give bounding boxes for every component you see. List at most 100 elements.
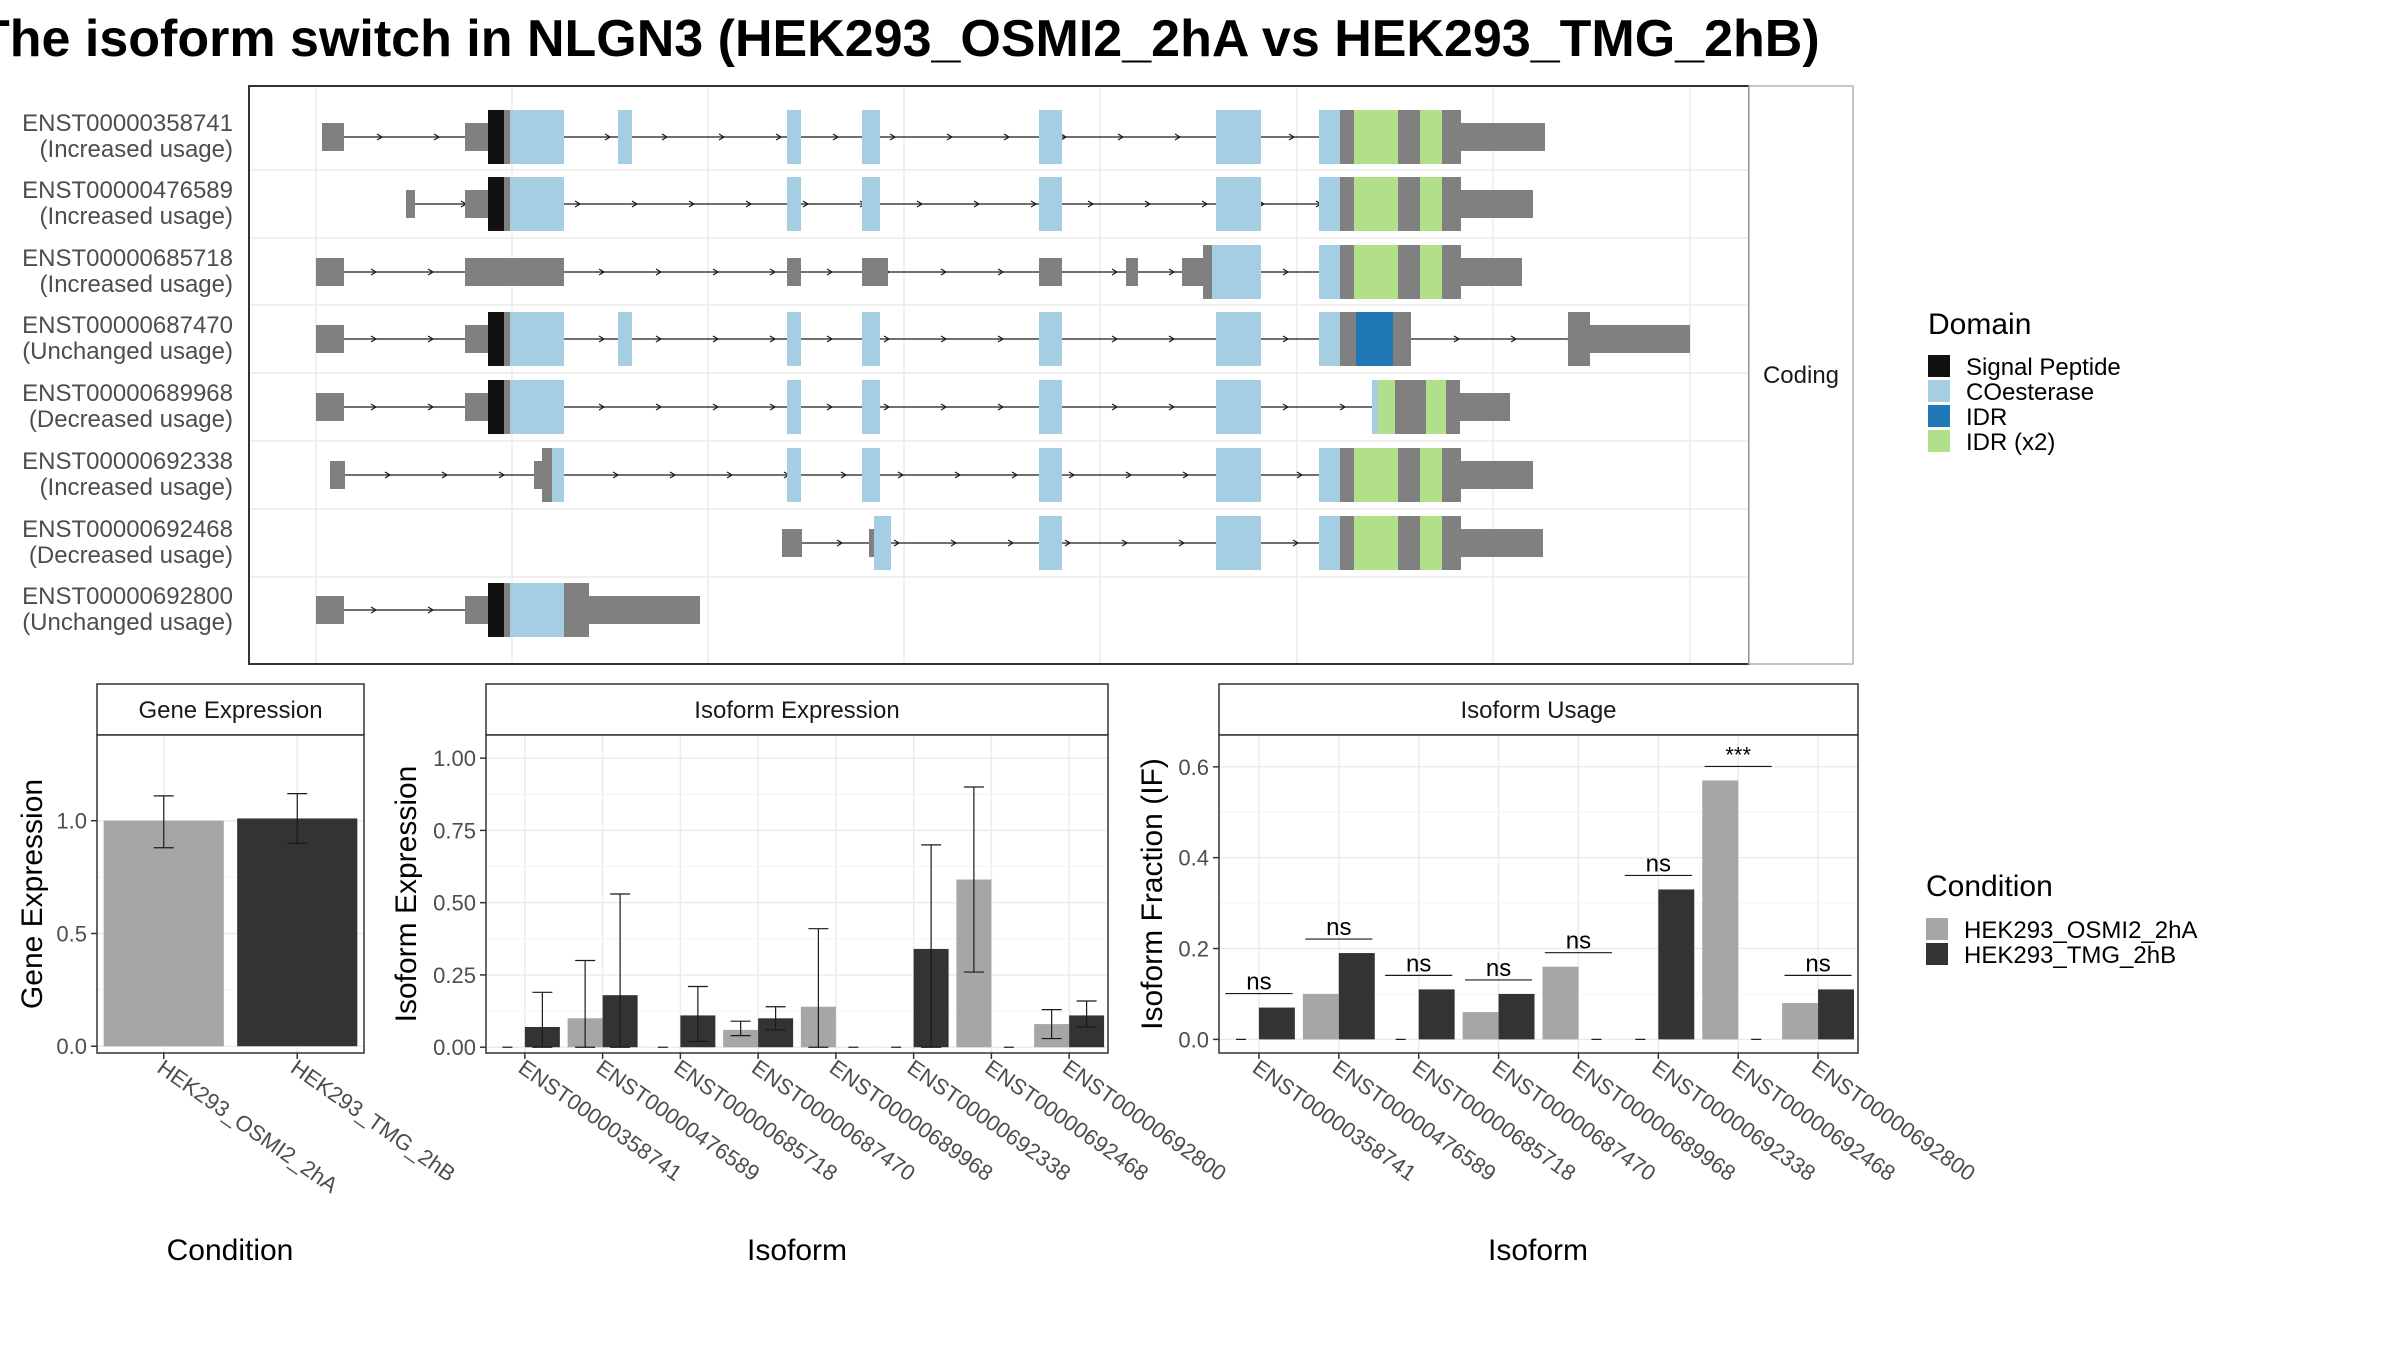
exon-block	[1039, 177, 1062, 231]
exon-block	[1203, 245, 1212, 299]
strand-arrow	[836, 539, 844, 547]
strand-arrow	[1068, 471, 1076, 479]
strand-arrow	[1111, 335, 1119, 343]
bar	[1702, 780, 1739, 1040]
exon-block	[488, 177, 504, 231]
structure-isoform-labels: ENST00000358741 (Increased usage) ENST0000…	[22, 110, 233, 636]
significance-label: ns	[1326, 914, 1351, 941]
bar	[1542, 966, 1579, 1040]
domain-legend-title: Domain	[1928, 308, 2031, 341]
exon-block	[316, 325, 344, 353]
bar	[1498, 993, 1535, 1040]
exon-block	[862, 448, 880, 502]
strand-arrow	[946, 133, 954, 141]
exon-block	[1568, 312, 1590, 366]
exon-block	[488, 110, 504, 164]
strand-arrow	[604, 133, 612, 141]
strand-arrow	[1453, 335, 1461, 343]
strand-arrow	[370, 335, 378, 343]
significance-label: ns	[1486, 955, 1511, 982]
strand-arrow	[1168, 335, 1176, 343]
y-tick-label: 0.2	[1178, 937, 1209, 962]
transcript-track	[316, 312, 1690, 366]
y-axis-title: Isoform Fraction (IF)	[1136, 758, 1169, 1030]
exon-block	[1398, 110, 1420, 164]
bar	[723, 1029, 759, 1048]
strand-arrow	[1064, 539, 1072, 547]
exon-block	[1420, 516, 1442, 570]
exon-block	[1319, 177, 1340, 231]
isoform-id-label: ENST00000692800	[22, 583, 233, 610]
strand-arrow	[769, 403, 777, 411]
exon-block	[1182, 258, 1203, 286]
strand-arrow	[883, 403, 891, 411]
exon-block	[1039, 312, 1062, 366]
strand-arrow	[370, 403, 378, 411]
strand-arrow	[1339, 403, 1347, 411]
strand-arrow	[1007, 539, 1015, 547]
y-tick-label: 0.00	[433, 1035, 476, 1060]
plot-border	[485, 734, 1109, 1054]
exon-block	[1426, 380, 1446, 434]
bar	[1418, 989, 1455, 1040]
strand-arrow	[1111, 268, 1119, 276]
exon-block	[1039, 380, 1062, 434]
exon-block	[465, 258, 564, 286]
exon-block	[534, 461, 542, 489]
exon-block	[1461, 461, 1533, 489]
bar	[103, 820, 224, 1047]
exon-block	[316, 258, 344, 286]
strand-arrow	[973, 200, 981, 208]
isoform-id-label: ENST00000692468	[22, 516, 233, 543]
bar-charts: Gene Expression0.00.51.0HEK293_OSMI2_2hA…	[16, 683, 1980, 1267]
exon-block	[504, 583, 510, 637]
exon-block	[1039, 448, 1062, 502]
domain-legend: Domain Signal Peptide COesterase IDR IDR…	[1928, 308, 2121, 456]
exon-block	[1461, 258, 1522, 286]
strand-arrow	[1174, 133, 1182, 141]
exon-block	[1420, 448, 1442, 502]
exon-block	[862, 110, 880, 164]
x-axis-title: Condition	[167, 1234, 294, 1267]
isoform-id-label: ENST00000358741	[22, 110, 233, 137]
bar	[1818, 989, 1855, 1040]
strand-arrow	[1296, 471, 1304, 479]
significance-label: ns	[1646, 850, 1671, 877]
strand-arrow	[1168, 268, 1176, 276]
strand-arrow	[498, 471, 506, 479]
exon-block	[1340, 312, 1356, 366]
exon-block	[1398, 448, 1420, 502]
isoform-usage-label: (Unchanged usage)	[22, 338, 233, 365]
strand-arrow	[427, 606, 435, 614]
exon-block	[1398, 245, 1420, 299]
exon-block	[1340, 448, 1354, 502]
exon-block	[1319, 516, 1340, 570]
strand-arrow	[1168, 403, 1176, 411]
isoform-usage-label: (Decreased usage)	[29, 542, 233, 569]
condition-legend: Condition HEK293_OSMI2_2hA HEK293_TMG_2h…	[1926, 870, 2197, 969]
strand-arrow	[832, 133, 840, 141]
strand-arrow	[1292, 539, 1300, 547]
strand-arrow	[1510, 335, 1518, 343]
strand-arrow	[1144, 200, 1152, 208]
strand-arrow	[598, 403, 606, 411]
isoform-usage-label: (Unchanged usage)	[22, 609, 233, 636]
exon-block	[787, 177, 801, 231]
exon-block	[1039, 516, 1062, 570]
strand-arrow	[441, 471, 449, 479]
coding-strip	[1748, 85, 1854, 665]
significance-label: ns	[1246, 969, 1271, 996]
exon-block	[1039, 258, 1062, 286]
legend-label-tmg: HEK293_TMG_2hB	[1964, 942, 2176, 969]
strand-arrow	[997, 335, 1005, 343]
legend-key-coesterase	[1928, 380, 1950, 402]
strand-arrow	[427, 335, 435, 343]
exon-block	[787, 312, 801, 366]
strand-arrow	[997, 403, 1005, 411]
structure-grid	[250, 87, 1748, 663]
exon-block	[787, 380, 801, 434]
panel-strip-title: Gene Expression	[138, 697, 322, 724]
isoform-usage-label: (Increased usage)	[40, 271, 233, 298]
exon-block	[1319, 245, 1340, 299]
isoform-usage-label: (Decreased usage)	[29, 406, 233, 433]
